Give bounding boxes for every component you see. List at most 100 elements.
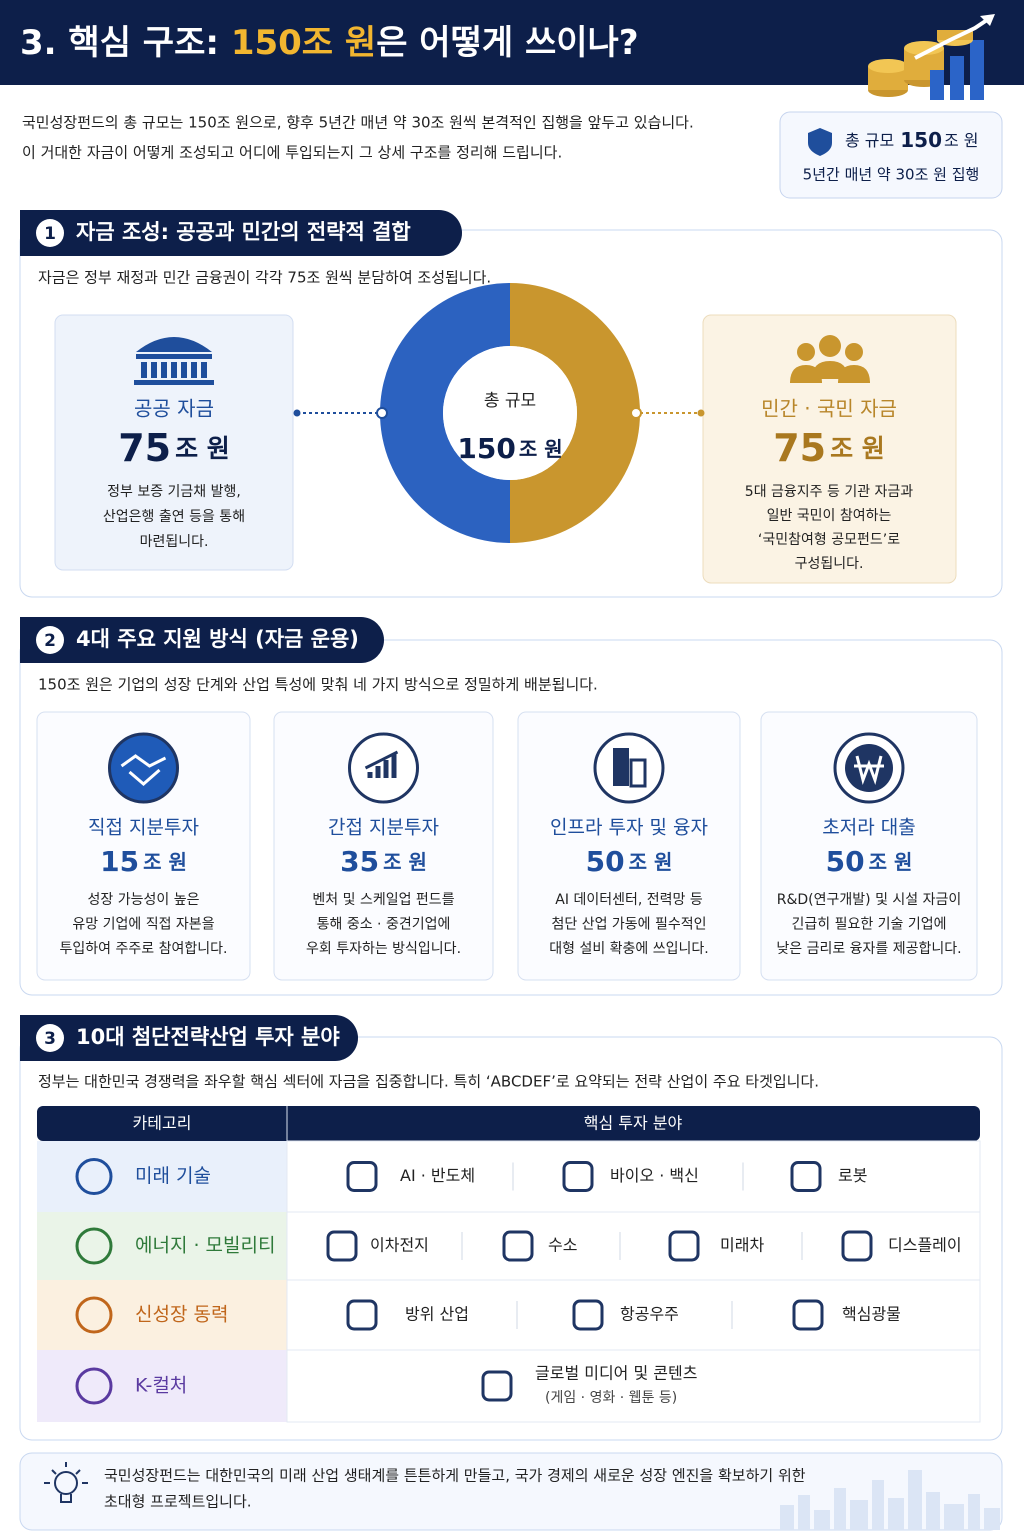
card-desc: 성장 가능성이 높은	[88, 892, 200, 908]
intro-text: 국민성장펀드의 총 규모는 150조 원으로, 향후 5년간 매년 약 30조 …	[22, 114, 694, 132]
skyline	[780, 1470, 1000, 1530]
bulb-icon	[44, 1462, 88, 1503]
icon-part	[136, 354, 212, 359]
table-header	[37, 1106, 980, 1141]
badge-total-part: 총 규모	[845, 131, 894, 150]
item-icon	[790, 1161, 822, 1192]
category-cell	[37, 1350, 287, 1422]
category-icon	[75, 1296, 113, 1334]
category-label: 에너지 · 모빌리티	[135, 1235, 275, 1257]
item-icon	[502, 1230, 534, 1262]
category-icon	[75, 1158, 113, 1195]
icon-part	[797, 343, 815, 361]
people-icon	[790, 335, 870, 383]
card-desc: ‘국민참여형 공모펀드’로	[758, 532, 900, 548]
card-amount-part: 조 원	[175, 434, 230, 463]
card-desc: 벤처 및 스케일업 펀드를	[312, 892, 454, 908]
icon-part	[838, 365, 870, 383]
card-desc: AI 데이터센터, 전력망 등	[555, 892, 703, 908]
card-amount-part: 75	[118, 426, 171, 470]
card	[36, 711, 251, 981]
icon-part	[171, 362, 177, 378]
item-label: 항공우주	[620, 1305, 679, 1324]
card-amount-part: 50	[826, 845, 865, 878]
category-label: 신성장 동력	[135, 1304, 228, 1326]
section-box	[19, 639, 1003, 996]
section-pill	[20, 210, 462, 256]
card	[54, 314, 294, 571]
coin-icon	[868, 14, 995, 100]
icon-part	[161, 362, 167, 378]
donut-total-part: 조 원	[519, 437, 563, 461]
icon-part	[819, 335, 841, 357]
icon-part	[151, 362, 157, 378]
card-desc: 마련됩니다.	[140, 534, 209, 550]
page-title-part: 은 어떻게 쓰이나?	[376, 23, 638, 63]
card-desc: 대형 설비 확충에 쓰입니다.	[549, 941, 708, 957]
icon-part	[181, 362, 187, 378]
item-icon	[326, 1230, 358, 1262]
section-number-badge	[36, 219, 64, 247]
card-amount-part: 조 원	[869, 850, 913, 874]
item-label: 디스플레이	[888, 1236, 962, 1255]
card	[760, 711, 978, 981]
item-icon	[346, 1161, 378, 1192]
card-amount-part: 조 원	[383, 850, 427, 874]
card-label: 민간 · 국민 자금	[761, 397, 897, 421]
item-icon	[841, 1230, 873, 1262]
card-title: 초저라 대출	[822, 817, 915, 839]
card-desc: 우회 투자하는 방식입니다.	[306, 941, 461, 957]
item-cell	[286, 1211, 981, 1281]
section-number: 2	[44, 631, 56, 651]
card	[517, 711, 741, 981]
footer-text: 국민성장펀드는 대한민국의 미래 산업 생태계를 튼튼하게 만들고, 국가 경제…	[104, 1467, 806, 1485]
item-icon	[572, 1299, 604, 1331]
card-desc: 유망 기업에 직접 자본을	[72, 917, 214, 933]
badge-total: 총 규모 150 조 원	[845, 128, 979, 152]
item-cell	[286, 1279, 981, 1351]
item-icon	[668, 1230, 700, 1262]
icon-part	[845, 343, 863, 361]
connector-dot	[697, 409, 705, 417]
badge-total-part: 150	[900, 128, 942, 152]
icon-part	[136, 337, 212, 352]
section-number-badge	[36, 626, 64, 654]
card-desc: 투입하여 주주로 참여합니다.	[60, 941, 228, 957]
section-number: 1	[44, 224, 56, 244]
card-amount-part: 50	[586, 845, 625, 878]
category-cell	[37, 1280, 287, 1350]
card-amount: 75 조 원	[118, 426, 230, 470]
item-icon	[346, 1299, 378, 1331]
page-title-part: 150조 원	[231, 23, 376, 63]
section-title: 10대 첨단전략산업 투자 분야	[76, 1025, 340, 1049]
item-label: 로봇	[838, 1166, 867, 1185]
section-pill	[20, 617, 384, 663]
card-desc: 긴급히 필요한 기술 기업에	[791, 917, 946, 933]
card-amount-part: 조 원	[830, 434, 885, 463]
footer-text: 초대형 프로젝트입니다.	[104, 1493, 252, 1511]
card-desc: 구성됩니다.	[795, 556, 864, 572]
icon-part	[120, 754, 167, 786]
badge-box	[779, 111, 1003, 199]
card-title: 인프라 투자 및 융자	[550, 817, 708, 839]
connector-dot	[630, 407, 642, 419]
section-pill	[20, 1015, 358, 1061]
icon-part	[134, 380, 214, 385]
card-title: 직접 지분투자	[88, 817, 199, 839]
card-desc: 통해 중소 · 중견기업에	[317, 917, 451, 933]
icon-part	[191, 362, 197, 378]
building-icon	[134, 337, 214, 385]
card	[273, 711, 494, 981]
card	[702, 314, 957, 584]
item-label: 바이오 · 백신	[610, 1166, 699, 1185]
donut-segment	[380, 283, 510, 543]
card-title: 간접 지분투자	[328, 817, 439, 839]
icon-part	[141, 362, 147, 378]
card-amount-part: 조 원	[143, 850, 187, 874]
icon-part	[629, 758, 647, 788]
item-sub-label: (게임 · 영화 · 웹툰 등)	[545, 1390, 677, 1406]
card-desc: 정부 보증 기금채 발행,	[107, 484, 241, 500]
category-icon	[75, 1367, 113, 1405]
item-cell	[286, 1349, 981, 1423]
